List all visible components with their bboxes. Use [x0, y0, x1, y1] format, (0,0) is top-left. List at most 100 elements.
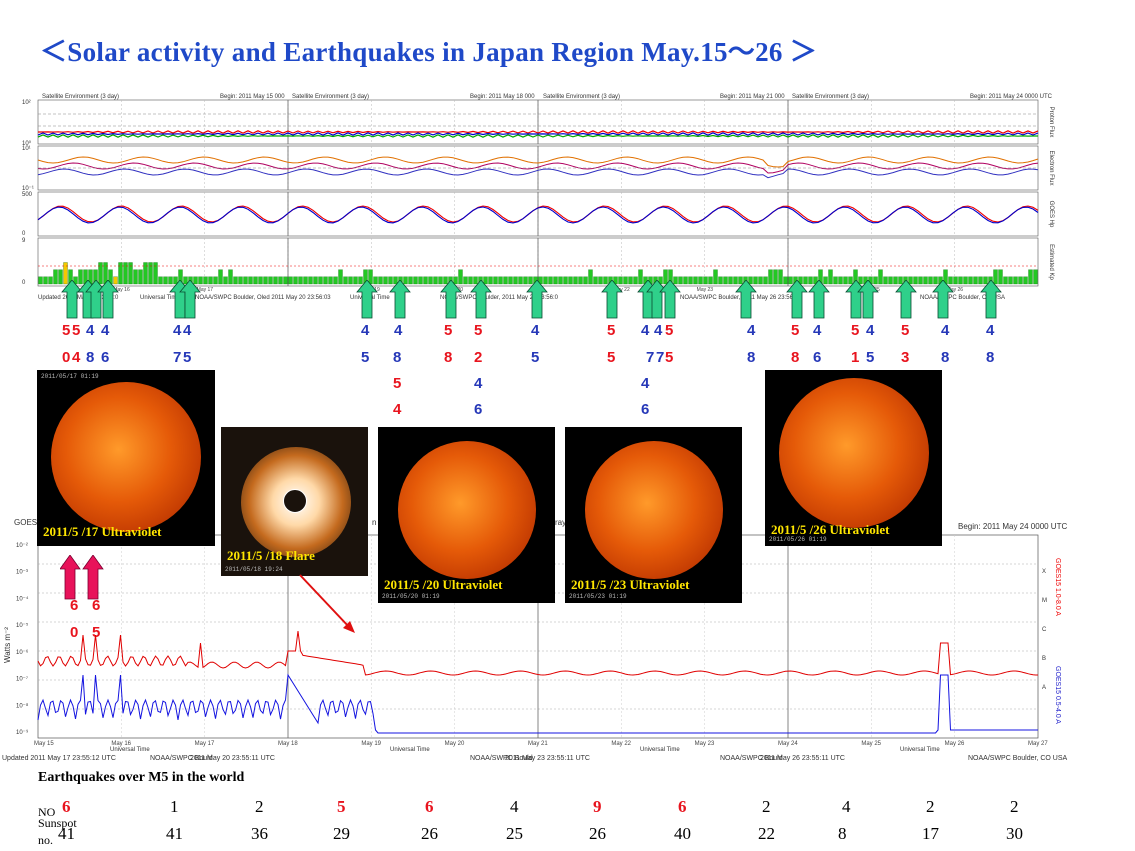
kp-bar [143, 262, 148, 285]
electron-line [37, 162, 1039, 174]
quake-count-cell: 5 [337, 797, 346, 816]
kp-bar [518, 276, 523, 285]
quake-magnitude-label: 7 [173, 349, 182, 366]
kp-bar [213, 276, 218, 285]
panel-footer: Updated 2011 May 17 23:56:0 [38, 295, 119, 301]
kp-bar [283, 276, 288, 285]
kp-bar [298, 276, 303, 285]
quake-count-cell: 2 [1010, 797, 1019, 816]
kp-bar [388, 276, 393, 285]
row-label-no: NO [38, 805, 56, 819]
quake-count-cell: 6 [62, 797, 71, 816]
quake-magnitude-label: 7 [646, 349, 655, 366]
pink-arrows [60, 555, 104, 600]
kp-bar [503, 276, 508, 285]
date-tick: May 16 [113, 287, 130, 293]
kp-bar [603, 276, 608, 285]
quake-magnitude-label: 5 [393, 375, 402, 392]
kp-bar [1033, 269, 1038, 285]
xray-date-tick: May 22 [611, 741, 631, 747]
quake-magnitude-label: 8 [791, 349, 800, 366]
kp-bar [433, 276, 438, 285]
class-label: X [1042, 569, 1046, 575]
kp-bar [748, 276, 753, 285]
kp-bar [468, 276, 473, 285]
kp-bar [718, 276, 723, 285]
sunspot-cell: 36 [251, 824, 268, 843]
sunspot-cell: 30 [1006, 824, 1023, 843]
panel-header: Begin: 2011 May 18 000 [470, 94, 535, 100]
sunspot-cell: 22 [758, 824, 775, 843]
panel-header: Satellite Environment (3 day) [292, 94, 369, 100]
sun-image-may23: 2011/05/23 01:19 2011/5 /23 Ultraviolet [565, 427, 742, 603]
kp-bar [953, 276, 958, 285]
sunspot-cell: 40 [674, 824, 691, 843]
quake-magnitude-label: 5 [607, 349, 616, 366]
quake-magnitude-label: 5 [361, 349, 370, 366]
kp-bar [728, 276, 733, 285]
green-arrow [786, 280, 808, 319]
pink-arrow-1 [60, 555, 81, 600]
kp-bar [738, 276, 743, 285]
kp-bar [288, 276, 293, 285]
kp-bar [48, 276, 53, 285]
kp-bar [273, 276, 278, 285]
kp-bar [588, 269, 593, 285]
xray-xlabel: Universal Time [900, 747, 940, 753]
y-tick: 0 [22, 231, 26, 237]
kp-bar [778, 269, 783, 285]
kp-bar [338, 269, 343, 285]
kp-bar [153, 262, 158, 285]
quake-magnitude-label: 4 [393, 401, 402, 418]
xray-date-tick: May 21 [528, 741, 548, 747]
quake-magnitude-label: 4 [361, 322, 370, 339]
side-label: GOES Hp [1048, 201, 1054, 228]
kp-bar [1008, 276, 1013, 285]
kp-bar [908, 276, 913, 285]
kp-bar [623, 276, 628, 285]
kp-bar [703, 276, 708, 285]
kp-bar [373, 276, 378, 285]
kp-bar [773, 269, 778, 285]
sunspot-cell: 41 [58, 824, 75, 843]
kp-bar [148, 262, 153, 285]
xray-date-tick: May 15 [34, 741, 54, 747]
kp-bar [593, 276, 598, 285]
proton-line [37, 134, 1038, 138]
kp-bar [888, 276, 893, 285]
kp-bar [293, 276, 298, 285]
kp-bar [158, 276, 163, 285]
kp-bar [223, 276, 228, 285]
xray-y-tick: 10⁻² [16, 543, 28, 549]
kp-bar [553, 276, 558, 285]
image-caption: 2011/5 /26 Ultraviolet [771, 522, 890, 537]
proton-line [38, 130, 1039, 134]
side-label: Estimated Kp [1048, 244, 1054, 280]
kp-bar [848, 276, 853, 285]
xray-date-tick: May 20 [445, 741, 465, 747]
xray-footer: 2011 May 20 23:55:11 UTC [190, 755, 275, 762]
panel-header: Begin: 2011 May 21 000 [720, 94, 785, 100]
xray-y-tick: 10⁻⁶ [16, 649, 29, 656]
kp-bar [163, 276, 168, 285]
kp-bar [723, 276, 728, 285]
xray-date-tick: May 19 [361, 741, 381, 747]
kp-bar [513, 276, 518, 285]
quake-magnitude-label: 4 [101, 322, 110, 339]
kp-bar [38, 276, 43, 285]
proton-line [37, 132, 1039, 136]
series-label-blue: GOES15 0.5-4.0 A [1054, 666, 1061, 724]
kp-bar [638, 269, 643, 285]
kp-bar [118, 262, 123, 285]
kp-bar [423, 276, 428, 285]
kp-bar [98, 262, 103, 285]
quake-magnitude-label: 5 [531, 349, 540, 366]
sunspot-cell: 41 [166, 824, 183, 843]
xray-header: n [372, 518, 376, 527]
date-tick: May 23 [697, 287, 714, 293]
green-arrow [932, 280, 954, 319]
kp-bar [303, 276, 308, 285]
quake-count-cell: 6 [425, 797, 434, 816]
date-tick: May 22 [613, 287, 630, 293]
kp-bar [583, 276, 588, 285]
